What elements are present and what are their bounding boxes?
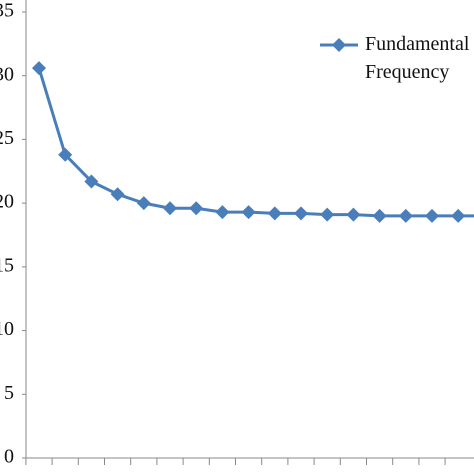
- y-tick-label: 30: [0, 63, 14, 85]
- marker: [267, 206, 282, 221]
- marker: [136, 196, 151, 211]
- marker: [189, 201, 204, 216]
- marker: [372, 208, 387, 223]
- marker: [84, 174, 99, 189]
- y-tick-label: 15: [0, 254, 14, 276]
- y-tick-label: 0: [4, 446, 14, 468]
- marker: [241, 205, 256, 220]
- marker: [451, 208, 466, 223]
- marker: [32, 61, 46, 76]
- y-tick-label: 35: [0, 0, 14, 22]
- marker: [58, 147, 73, 162]
- legend-marker: [332, 38, 346, 52]
- marker: [425, 208, 439, 223]
- y-tick-label: 20: [0, 191, 14, 213]
- y-tick-label: 25: [0, 127, 14, 149]
- legend-label: Fundamental Frequency: [365, 33, 470, 83]
- marker: [294, 206, 308, 221]
- marker: [163, 201, 177, 216]
- marker: [346, 207, 361, 222]
- marker: [398, 208, 413, 223]
- marker: [110, 187, 125, 202]
- marker: [320, 207, 335, 222]
- y-tick-label: 10: [0, 318, 14, 340]
- line: [37, 67, 459, 218]
- y-tick-label: 5: [4, 382, 14, 404]
- marker: [215, 205, 230, 220]
